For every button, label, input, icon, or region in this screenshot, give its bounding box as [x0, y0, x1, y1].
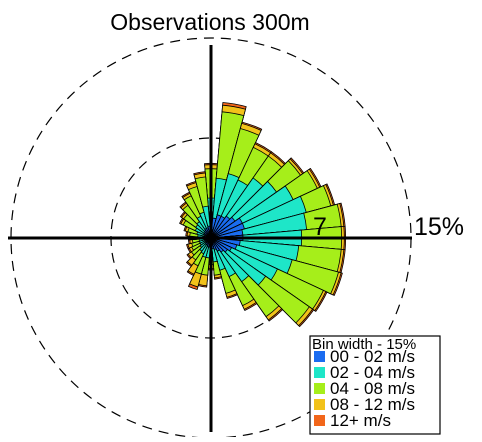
- legend-label-0: 00 - 02 m/s: [330, 347, 415, 366]
- ring-label-inner: 7: [313, 213, 327, 241]
- legend-box: [309, 335, 441, 435]
- legend-label-2: 04 - 08 m/s: [330, 379, 415, 398]
- wedge-group: [179, 102, 347, 328]
- legend-label-3: 08 - 12 m/s: [330, 395, 415, 414]
- legend-swatch-1: [314, 367, 325, 378]
- ring-label-outer: 15%: [414, 213, 464, 241]
- legend-label-4: 12+ m/s: [330, 411, 391, 430]
- legend-swatch-0: [314, 351, 325, 362]
- legend-swatch-3: [314, 399, 325, 410]
- legend-title: Bin width - 15%: [312, 336, 416, 353]
- legend: Bin width - 15% 00 - 02 m/s02 - 04 m/s04…: [309, 335, 441, 435]
- legend-label-1: 02 - 04 m/s: [330, 363, 415, 382]
- legend-swatch-4: [314, 415, 325, 426]
- legend-items: 00 - 02 m/s02 - 04 m/s04 - 08 m/s08 - 12…: [314, 347, 415, 430]
- legend-swatch-2: [314, 383, 325, 394]
- chart-title: Observations 300m: [110, 9, 309, 35]
